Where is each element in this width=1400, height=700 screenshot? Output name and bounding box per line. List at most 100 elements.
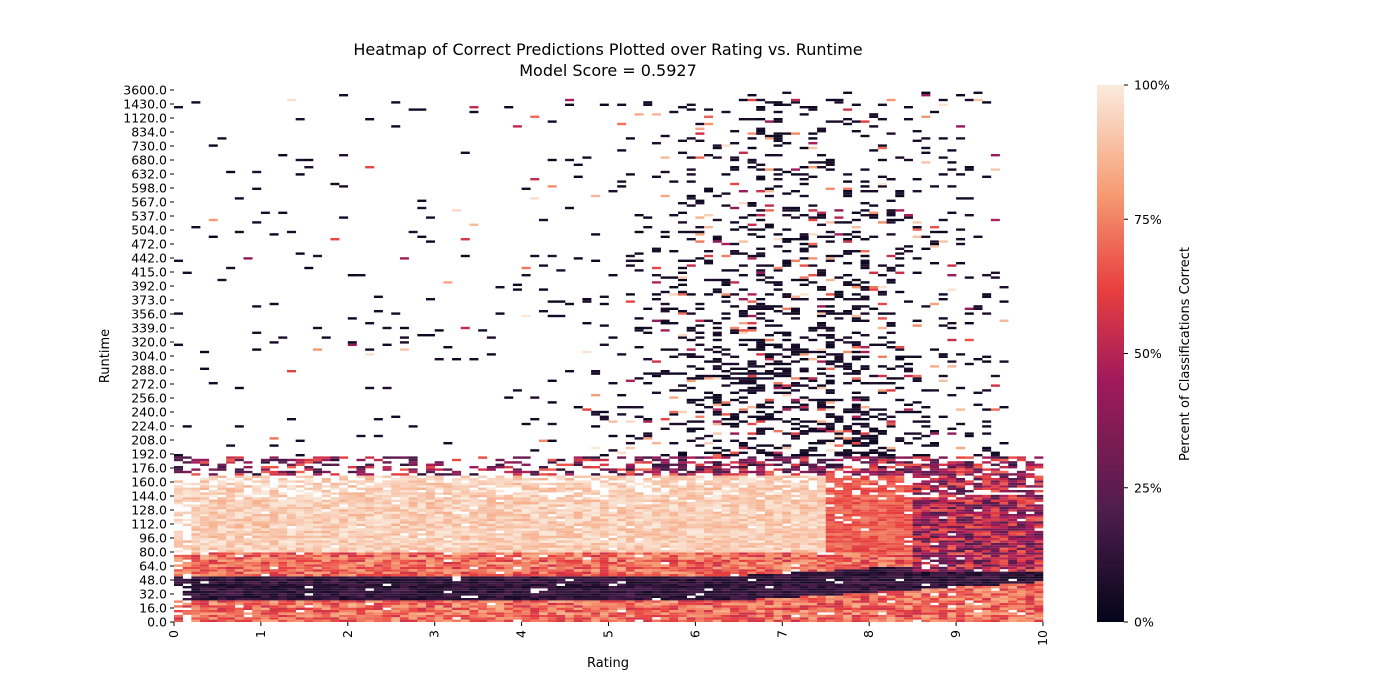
- heatmap-cell: [669, 600, 679, 603]
- heatmap-cell: [617, 497, 627, 500]
- heatmap-cell: [530, 619, 540, 622]
- heatmap-cell: [903, 600, 913, 603]
- heatmap-cell: [565, 504, 575, 507]
- heatmap-cell: [825, 586, 835, 589]
- heatmap-cell: [538, 617, 548, 620]
- heatmap-cell: [912, 574, 922, 577]
- heatmap-cell: [738, 593, 748, 596]
- heatmap-cell: [330, 497, 340, 500]
- heatmap-cell: [930, 502, 940, 505]
- heatmap-cell: [1016, 533, 1026, 536]
- heatmap-cell: [678, 518, 688, 522]
- heatmap-cell: [956, 569, 966, 572]
- heatmap-cell: [426, 566, 435, 570]
- heatmap-cell: [773, 619, 783, 622]
- heatmap-cell: [521, 554, 531, 558]
- heatmap-cell: [921, 600, 931, 603]
- heatmap-cell: [382, 576, 392, 579]
- heatmap-cell: [1008, 535, 1018, 538]
- heatmap-cell: [582, 607, 592, 610]
- heatmap-cell: [877, 554, 887, 558]
- heatmap-cell: [617, 588, 627, 591]
- heatmap-cell: [408, 562, 418, 565]
- heatmap-cell: [591, 547, 601, 550]
- heatmap-cell: [712, 593, 722, 596]
- heatmap-cell: [269, 612, 279, 615]
- heatmap-cell: [356, 586, 366, 589]
- heatmap-cell: [426, 516, 435, 519]
- heatmap-cell: [625, 547, 635, 550]
- heatmap-cell: [573, 590, 583, 594]
- heatmap-cell: [217, 578, 227, 582]
- heatmap-cell: [990, 571, 1000, 574]
- heatmap-cell: [356, 523, 366, 526]
- heatmap-cell: [643, 530, 653, 534]
- heatmap-cell: [921, 542, 931, 546]
- heatmap-cell: [495, 528, 505, 531]
- heatmap-cell: [269, 545, 279, 548]
- heatmap-cell: [469, 518, 479, 522]
- heatmap-cell: [912, 576, 922, 579]
- heatmap-cell: [999, 605, 1009, 608]
- heatmap-cell: [1008, 612, 1018, 615]
- heatmap-cell: [1034, 511, 1044, 514]
- heatmap-cell: [391, 605, 401, 608]
- heatmap-cell: [452, 571, 462, 574]
- heatmap-cell: [417, 619, 427, 622]
- heatmap-cell: [808, 552, 818, 555]
- heatmap-cell: [686, 550, 696, 553]
- heatmap-cell: [443, 614, 453, 618]
- heatmap-cell: [886, 583, 896, 586]
- heatmap-cell: [399, 610, 409, 613]
- heatmap-cell: [208, 564, 218, 567]
- heatmap-cell: [469, 600, 479, 603]
- heatmap-cell: [660, 600, 670, 603]
- heatmap-cell: [869, 511, 879, 514]
- heatmap-cell: [417, 547, 427, 550]
- heatmap-cell: [234, 521, 244, 524]
- heatmap-cell: [625, 514, 635, 517]
- heatmap-cell: [1034, 526, 1044, 529]
- heatmap-cell: [756, 602, 766, 606]
- heatmap-cell: [704, 516, 714, 519]
- heatmap-cell: [704, 535, 714, 538]
- heatmap-cell: [599, 602, 609, 606]
- heatmap-cell: [738, 535, 748, 538]
- heatmap-cell: [426, 593, 435, 596]
- heatmap-cell: [834, 607, 844, 610]
- heatmap-cell: [582, 600, 592, 603]
- heatmap-cell: [860, 566, 870, 570]
- heatmap-cell: [434, 550, 444, 553]
- heatmap-cell: [573, 607, 583, 610]
- heatmap-cell: [886, 497, 896, 500]
- heatmap-cell: [599, 518, 609, 522]
- heatmap-cell: [208, 588, 218, 591]
- heatmap-cell: [417, 550, 427, 553]
- heatmap-cell: [217, 562, 227, 565]
- heatmap-cell: [530, 607, 540, 610]
- heatmap-cell: [660, 506, 670, 510]
- heatmap-cell: [521, 569, 531, 572]
- heatmap-cell: [530, 614, 540, 618]
- heatmap-cell: [556, 598, 566, 601]
- heatmap-cell: [634, 523, 644, 526]
- heatmap-cell: [538, 530, 548, 534]
- heatmap-cell: [391, 571, 401, 574]
- heatmap-cell: [469, 554, 479, 558]
- heatmap-cell: [200, 614, 210, 618]
- heatmap-cell: [869, 502, 879, 505]
- heatmap-cell: [990, 583, 1000, 586]
- heatmap-cell: [869, 571, 879, 574]
- heatmap-cell: [200, 569, 210, 572]
- heatmap-cell: [938, 526, 948, 529]
- heatmap-cell: [886, 588, 896, 591]
- heatmap-cell: [443, 605, 453, 608]
- heatmap-cell: [782, 600, 792, 603]
- heatmap-cell: [625, 516, 635, 519]
- heatmap-cell: [817, 602, 827, 606]
- heatmap-cell: [773, 552, 783, 555]
- heatmap-cell: [930, 554, 940, 558]
- heatmap-cell: [843, 533, 853, 536]
- heatmap-cell: [747, 528, 757, 531]
- heatmap-cell: [226, 605, 236, 608]
